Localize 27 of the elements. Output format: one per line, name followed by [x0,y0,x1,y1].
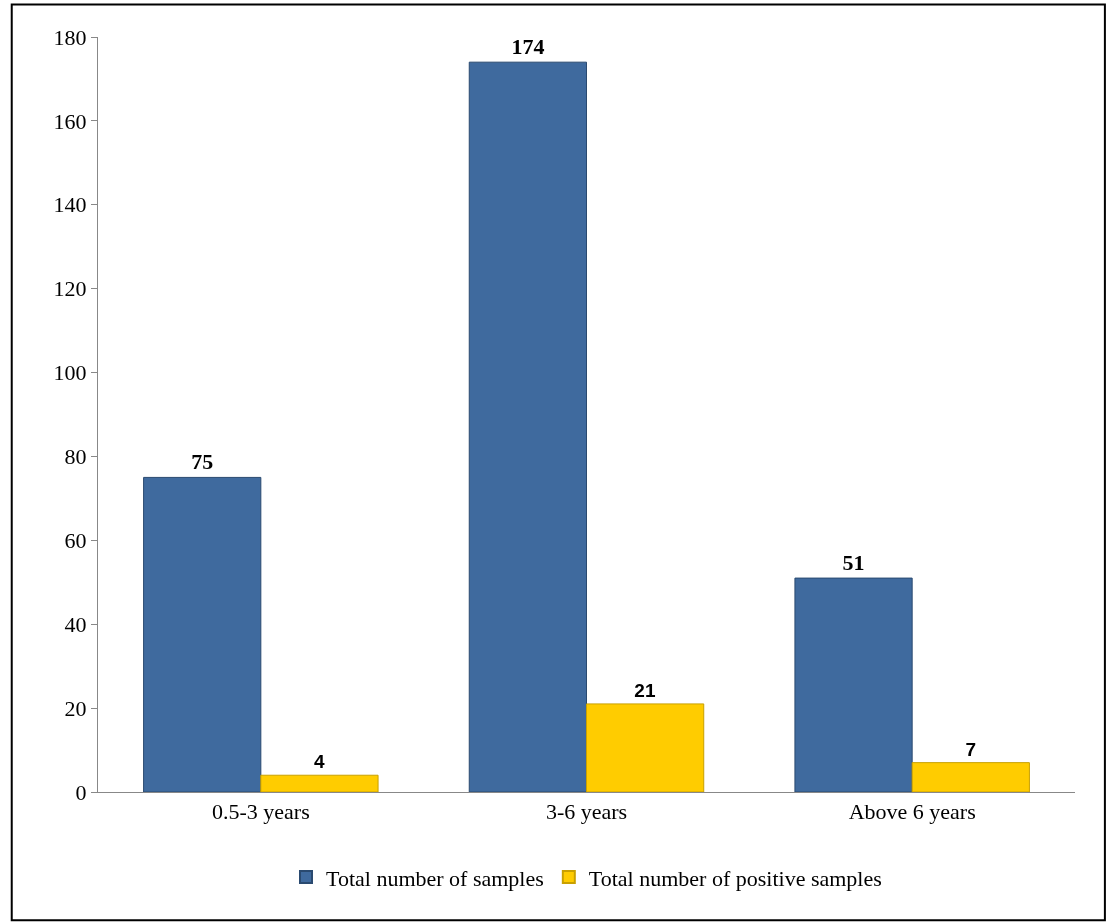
y-tick-label: 80 [64,444,87,470]
y-tick-label: 160 [53,108,87,134]
y-tick-label: 100 [53,360,87,386]
y-tick-label: 20 [64,695,87,721]
x-tick-label: Above 6 years [848,799,976,825]
y-tick-label: 180 [53,24,87,50]
x-tick-label: 3-6 years [545,799,628,825]
legend-label: Total number of positive samples [588,865,882,891]
data-label: 51 [842,550,865,576]
y-tick-label: 60 [64,528,87,554]
bar [260,774,379,792]
x-tick-label: 0.5-3 years [211,799,310,825]
bar [911,762,1030,792]
legend-label: Total number of samples [326,865,544,891]
y-tick-label: 0 [75,779,87,805]
data-label: 174 [511,34,545,60]
y-tick-label: 120 [53,276,87,302]
y-tick-label: 140 [53,192,87,218]
data-label: 21 [634,679,656,701]
y-tick-label: 40 [64,611,87,637]
bar [143,476,262,792]
data-label: 75 [191,449,214,475]
data-label: 7 [965,738,977,760]
bar [468,61,587,792]
bar [794,577,913,792]
bar [586,703,705,792]
data-label: 4 [313,751,325,773]
